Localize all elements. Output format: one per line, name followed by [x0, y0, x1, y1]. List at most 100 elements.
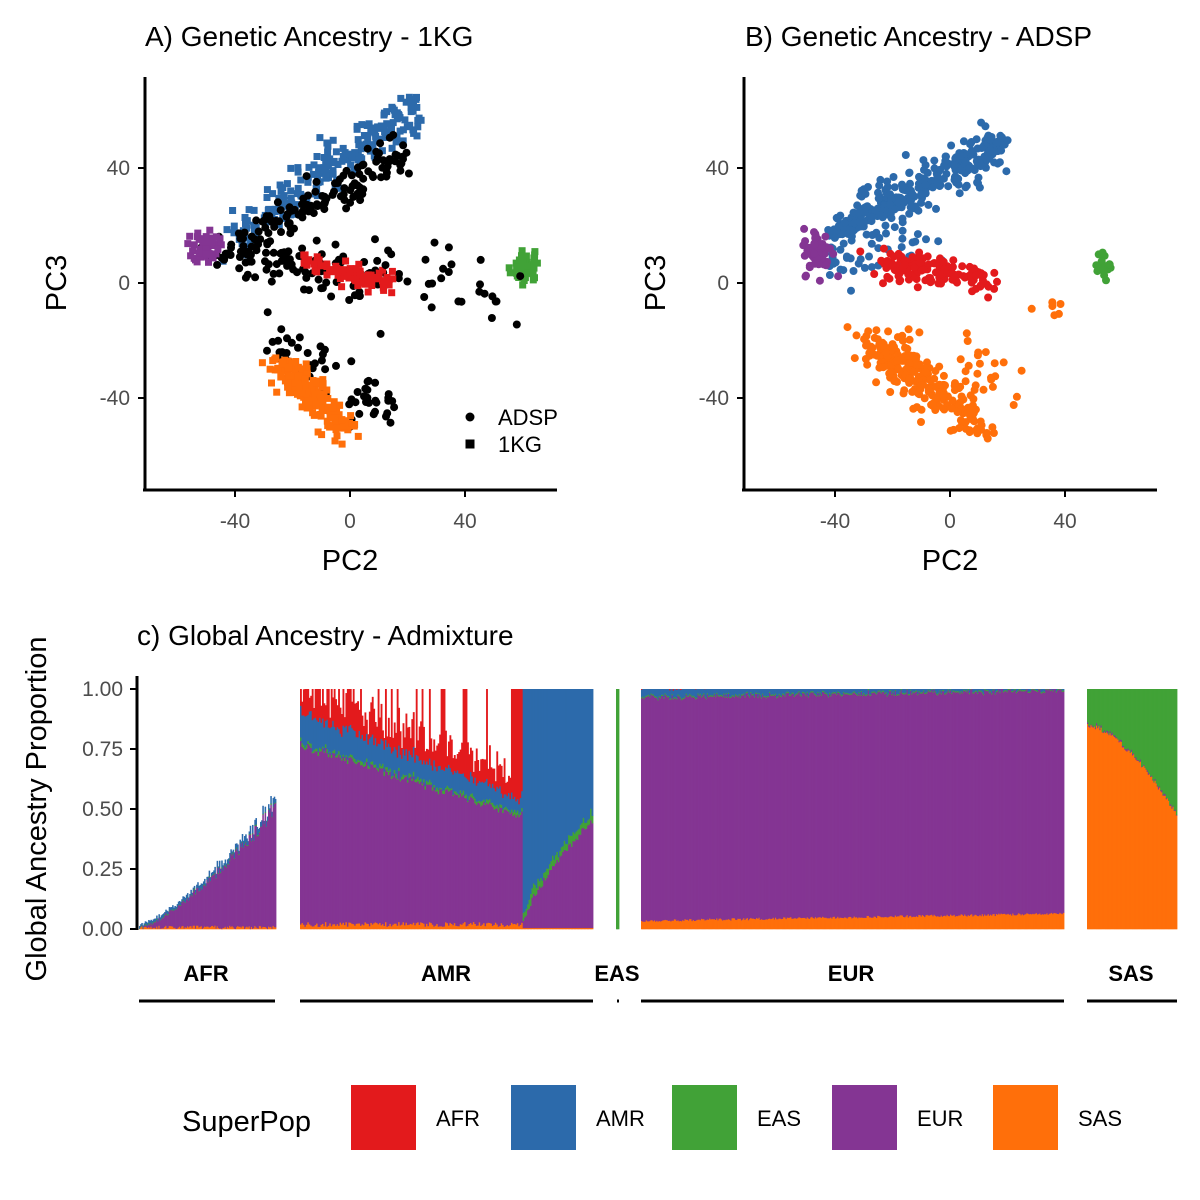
- bar-segment-eas: [401, 776, 403, 780]
- bar-segment-sas: [320, 924, 323, 930]
- bar-segment-eur: [213, 874, 215, 928]
- bar-segment-afr: [310, 695, 313, 712]
- bar-segment-amr: [216, 860, 219, 868]
- bar-segment-eur: [899, 692, 902, 916]
- bar-segment-eas: [1115, 689, 1117, 737]
- bar-segment-eur: [339, 757, 342, 923]
- bar-segment-amr: [180, 901, 182, 906]
- point-amr: [247, 237, 255, 245]
- bar-segment-amr: [469, 771, 472, 795]
- bar-segment-eas: [563, 840, 566, 850]
- bar-segment-eur: [240, 847, 243, 928]
- bar-segment-eas: [459, 790, 462, 794]
- bar-segment-eas: [881, 690, 884, 692]
- bar-segment-amr: [145, 921, 148, 925]
- bar-segment-eur: [1024, 691, 1026, 915]
- bar-segment-eas: [1150, 689, 1152, 777]
- panel-a-xtick-label: 0: [344, 510, 356, 533]
- bar-segment-eas: [217, 872, 220, 874]
- bar-segment-eas: [723, 693, 725, 695]
- bar-segment-eas: [585, 822, 588, 829]
- bar-segment-eur: [826, 695, 829, 919]
- bar-segment-amr: [857, 689, 859, 695]
- bar-segment-sas: [408, 924, 411, 930]
- bar-segment-eas: [311, 751, 314, 754]
- bar-segment-eur: [941, 691, 944, 917]
- point-amr: [277, 187, 285, 195]
- bar-segment-eas: [841, 694, 844, 696]
- bar-segment-eur: [880, 693, 883, 918]
- point-adsp: [252, 216, 261, 225]
- bar-segment-eas: [562, 846, 565, 852]
- panel-b: B) Genetic Ancestry - ADSP 40 0 -40 -40 …: [640, 21, 1157, 577]
- bar-segment-eas: [653, 695, 656, 698]
- bar-segment-amr: [908, 689, 911, 695]
- bar-segment-eas: [1021, 690, 1024, 692]
- bar-segment-eur: [1089, 725, 1091, 728]
- bar-segment-amr: [547, 689, 550, 869]
- bar-segment-eas: [930, 690, 932, 692]
- bar-segment-afr: [401, 748, 403, 759]
- bar-segment-eas: [860, 690, 863, 693]
- point-adsp: [302, 172, 311, 181]
- bar-segment-amr: [1028, 689, 1031, 692]
- bar-segment-sas: [565, 927, 568, 930]
- bar-segment-sas: [704, 920, 707, 930]
- bar-segment-eur: [215, 878, 218, 929]
- bar-segment-eur: [954, 692, 957, 917]
- bar-segment-amr: [357, 737, 359, 760]
- bar-segment-sas: [904, 917, 906, 930]
- bar-segment-eas: [260, 826, 262, 827]
- bar-segment-sas: [506, 924, 509, 930]
- bar-segment-eur: [927, 690, 930, 916]
- bar-segment-eur: [1157, 786, 1160, 790]
- bar-segment-sas: [224, 926, 227, 930]
- bar-segment-eur: [766, 696, 769, 920]
- bar-segment-amr: [255, 818, 257, 825]
- bar-segment-eur: [820, 695, 823, 919]
- bar-segment-sas: [931, 914, 933, 930]
- bar-segment-amr: [800, 689, 803, 696]
- bar-segment-afr: [672, 689, 675, 691]
- bar-segment-sas: [750, 917, 752, 930]
- bar-segment-eur: [1009, 689, 1012, 915]
- bar-segment-eas: [1018, 689, 1020, 691]
- bar-segment-sas: [188, 927, 190, 930]
- bar-segment-eur: [935, 694, 938, 917]
- point-amr: [917, 190, 926, 199]
- bar-segment-afr: [335, 699, 338, 731]
- bar-segment-eur: [778, 694, 781, 919]
- bar-segment-sas: [1052, 913, 1054, 930]
- bar-segment-sas: [233, 928, 236, 930]
- point-amr: [905, 168, 914, 177]
- point-amr: [889, 173, 898, 181]
- bar-segment-eas: [207, 881, 210, 883]
- point-amr: [950, 173, 959, 182]
- bar-segment-eas: [156, 918, 158, 921]
- bar-segment-eur: [982, 694, 985, 917]
- bar-segment-eur: [872, 692, 875, 918]
- bar-segment-eur: [152, 923, 155, 929]
- bar-segment-eur: [415, 782, 418, 924]
- bar-segment-amr: [218, 860, 221, 868]
- bar-segment-sas: [782, 918, 784, 930]
- bar-segment-sas: [1153, 782, 1155, 930]
- bar-segment-eur: [1123, 745, 1125, 748]
- bar-segment-sas: [1129, 752, 1132, 930]
- bar-segment-eur: [845, 693, 848, 918]
- bar-segment-sas: [914, 916, 917, 930]
- bar-segment-afr: [427, 749, 430, 765]
- bar-segment-amr: [946, 689, 949, 692]
- bar-segment-sas: [960, 914, 963, 930]
- bar-segment-sas: [766, 919, 769, 930]
- bar-segment-eur: [351, 758, 354, 924]
- bar-segment-amr: [746, 689, 749, 692]
- bar-segment-sas: [1058, 913, 1060, 930]
- bar-segment-eas: [1112, 689, 1115, 736]
- bar-segment-amr: [393, 746, 396, 771]
- bar-segment-eur: [217, 873, 220, 929]
- bar-segment-amr: [678, 689, 681, 696]
- point-adsp: [345, 296, 354, 304]
- panel-a: A) Genetic Ancestry - 1KG 40 0 -40 -40 0…: [41, 21, 558, 577]
- bar-segment-amr: [178, 900, 181, 905]
